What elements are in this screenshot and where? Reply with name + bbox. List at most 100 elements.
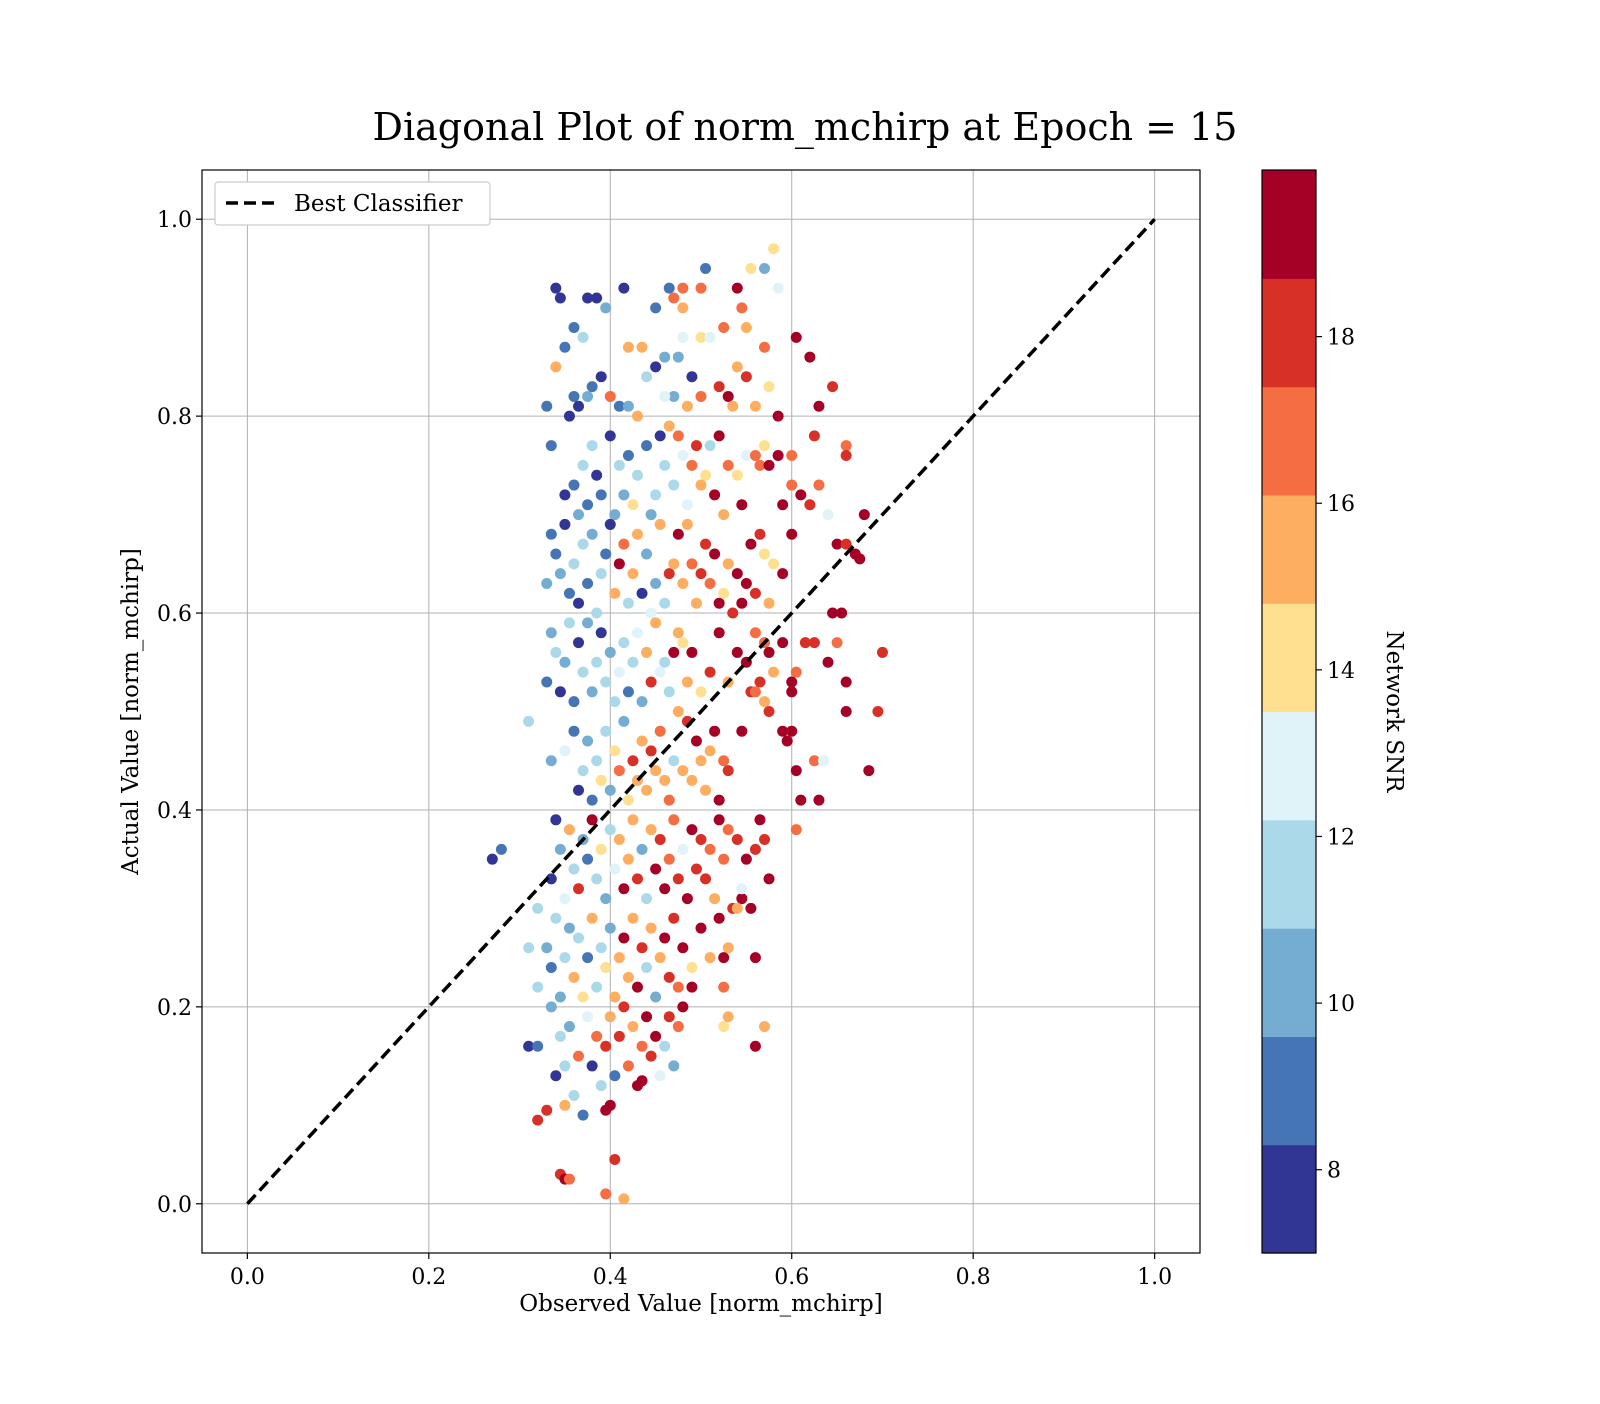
y-tick-label: 0.6 (157, 602, 192, 627)
data-point (600, 1104, 612, 1116)
data-point (618, 538, 630, 550)
data-point (604, 824, 616, 836)
data-point (808, 430, 820, 442)
data-point (759, 548, 771, 560)
data-point (763, 597, 775, 609)
data-point (840, 676, 852, 688)
data-point (749, 450, 761, 462)
colorbar-segment (1262, 170, 1316, 279)
data-point (627, 499, 639, 511)
data-point (686, 371, 698, 383)
data-point (790, 331, 802, 343)
data-point (641, 893, 653, 905)
data-point (659, 390, 671, 402)
data-point (749, 952, 761, 964)
data-point (690, 597, 702, 609)
data-point (609, 991, 621, 1003)
data-point (582, 952, 594, 964)
colorbar-segment (1262, 928, 1316, 1037)
data-point (604, 784, 616, 796)
data-point (595, 489, 607, 501)
data-point (600, 548, 612, 560)
data-point (681, 893, 693, 905)
data-point (772, 450, 784, 462)
data-point (550, 548, 562, 560)
data-point (618, 1001, 630, 1013)
data-point (627, 656, 639, 668)
data-point (545, 1001, 557, 1013)
data-point (627, 1021, 639, 1033)
data-point (745, 538, 757, 550)
data-point (645, 676, 657, 688)
data-point (559, 952, 571, 964)
data-point (677, 1001, 689, 1013)
data-point (554, 843, 566, 855)
data-point (654, 1070, 666, 1082)
data-point (786, 528, 798, 540)
data-point (541, 578, 553, 590)
data-point (763, 873, 775, 885)
data-point (613, 400, 625, 412)
x-tick-label: 1.0 (1137, 1265, 1172, 1290)
data-point (681, 676, 693, 688)
data-point (731, 646, 743, 658)
data-point (713, 381, 725, 393)
data-point (636, 341, 648, 353)
data-point (550, 282, 562, 294)
data-point (618, 715, 630, 727)
colorbar-segment (1262, 386, 1316, 496)
data-point (668, 1060, 680, 1072)
data-point (659, 459, 671, 471)
data-point (677, 450, 689, 462)
data-point (554, 292, 566, 304)
data-point (577, 538, 589, 550)
data-point (763, 706, 775, 717)
legend: Best Classifier (214, 181, 491, 226)
data-point (759, 440, 771, 452)
data-point (636, 587, 648, 599)
data-point (663, 568, 675, 580)
data-point (604, 518, 616, 530)
data-point (568, 479, 580, 491)
data-point (686, 981, 698, 993)
data-point (613, 952, 625, 964)
data-point (677, 765, 689, 777)
data-point (759, 1021, 771, 1033)
data-point (663, 686, 675, 698)
data-point (636, 1040, 648, 1052)
data-point (523, 942, 535, 954)
data-point (777, 499, 789, 511)
data-point (631, 410, 643, 422)
data-point (568, 725, 580, 737)
colorbar-tick-label: 10 (1327, 992, 1355, 1017)
data-point (672, 430, 684, 442)
data-point (727, 607, 739, 619)
colorbar-segment (1262, 1036, 1316, 1146)
data-point (672, 351, 684, 363)
colorbar-segment (1262, 1144, 1316, 1254)
data-point (600, 302, 612, 314)
colorbar-tick-label: 16 (1327, 492, 1355, 517)
data-point (704, 952, 716, 964)
data-point (808, 637, 820, 649)
data-point (613, 833, 625, 845)
colorbar-segment (1262, 494, 1316, 604)
data-point (745, 902, 757, 914)
data-point (554, 568, 566, 580)
data-point (736, 499, 748, 511)
data-point (545, 627, 557, 639)
data-point (718, 509, 730, 521)
data-point (586, 814, 598, 826)
data-point (700, 262, 712, 274)
data-point (790, 765, 802, 777)
data-point (718, 755, 730, 767)
data-point (618, 489, 630, 501)
data-point (876, 646, 888, 658)
data-point (559, 489, 571, 501)
colorbar-segment (1262, 278, 1316, 388)
data-point (559, 1060, 571, 1072)
data-point (686, 558, 698, 570)
data-point (813, 400, 825, 412)
data-point (627, 755, 639, 767)
data-point (772, 410, 784, 422)
